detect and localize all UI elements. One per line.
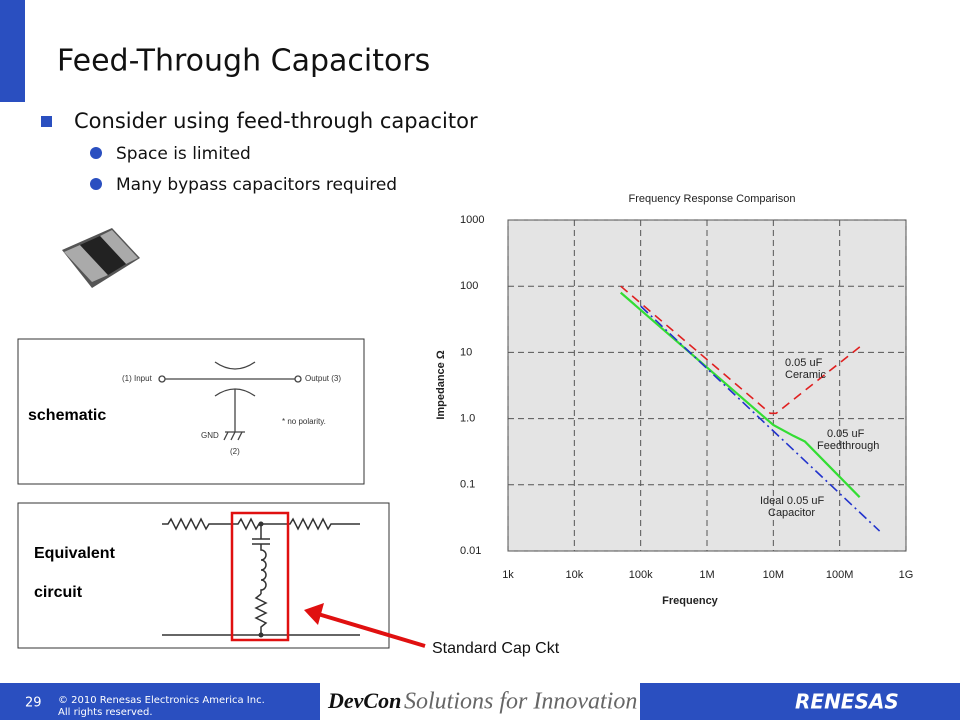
- x-tick-label: 100M: [826, 569, 854, 581]
- y-tick-label: 100: [460, 280, 478, 292]
- copyright: © 2010 Renesas Electronics America Inc.: [58, 695, 265, 706]
- y-tick-label: 1.0: [460, 413, 475, 425]
- callout: Standard Cap Ckt: [432, 640, 560, 657]
- y-tick-label: 1000: [460, 214, 484, 226]
- footer-left: [0, 683, 320, 720]
- sub-bullet-icon: [90, 147, 102, 159]
- tagline: Solutions for Innovation: [404, 689, 637, 715]
- bullet-icon: [41, 116, 52, 127]
- equivalent-label: circuit: [34, 584, 83, 601]
- series-line: [620, 285, 863, 415]
- y-tick-label: 0.01: [460, 545, 481, 557]
- accent-bar: [0, 0, 25, 102]
- annotation: 0.05 uF: [785, 357, 823, 369]
- footer-right: [640, 683, 960, 720]
- x-tick-label: 100k: [629, 569, 653, 581]
- annotation: Ceramic: [785, 369, 826, 381]
- annotation: 0.05 uF: [827, 428, 865, 440]
- schematic-box: [17, 338, 365, 485]
- x-tick-label: 1G: [899, 569, 914, 581]
- x-axis-label: Frequency: [662, 595, 719, 607]
- x-tick-label: 10k: [565, 569, 583, 581]
- highlight-box: [230, 511, 290, 642]
- chart: 1000 100 10 1.0 0.1 0.01 1k 10k 100k 1M 10M 100M 1G F…: [435, 193, 913, 607]
- schematic-text: GND: [201, 431, 219, 440]
- series-line: [619, 291, 861, 498]
- series-line: [640, 305, 881, 532]
- callout-arrowhead: [304, 603, 324, 625]
- copyright: All rights reserved.: [58, 707, 153, 718]
- schematic-text: (2): [230, 447, 240, 456]
- x-tick-label: 10M: [763, 569, 784, 581]
- x-tick-label: 1M: [699, 569, 714, 581]
- chip-image: [62, 228, 140, 288]
- sub-bullet: Many bypass capacitors required: [116, 175, 397, 195]
- annotation: Feedthrough: [817, 440, 879, 452]
- sub-bullet-icon: [90, 178, 102, 190]
- schematic-text: (1) Input: [122, 374, 153, 383]
- schematic-text: * no polarity.: [282, 417, 326, 426]
- equivalent-label: Equivalent: [34, 545, 116, 562]
- page-number: 29: [25, 696, 42, 711]
- y-tick-label: 10: [460, 346, 472, 358]
- schematic-drawing: [158, 361, 302, 441]
- node: [258, 632, 264, 638]
- schematic-text: Output (3): [305, 374, 341, 383]
- slide-title: Feed-Through Capacitors: [57, 44, 430, 79]
- annotation: Ideal 0.05 uF: [760, 495, 824, 507]
- bullet: Consider using feed-through capacitor: [74, 109, 478, 133]
- callout-arrow: [317, 612, 426, 648]
- y-tick-label: 0.1: [460, 479, 475, 491]
- node: [258, 521, 264, 527]
- annotation: Capacitor: [768, 507, 815, 519]
- devcon-logo: DevCon: [327, 688, 401, 713]
- sub-bullet: Space is limited: [116, 144, 251, 164]
- footer-middle: [320, 683, 640, 720]
- y-axis-label: Impedance Ω: [435, 350, 447, 420]
- x-tick-label: 1k: [502, 569, 514, 581]
- chart-title: Frequency Response Comparison: [629, 193, 796, 205]
- schematic-label: schematic: [28, 407, 106, 424]
- brand-logo: RENESAS: [795, 690, 899, 714]
